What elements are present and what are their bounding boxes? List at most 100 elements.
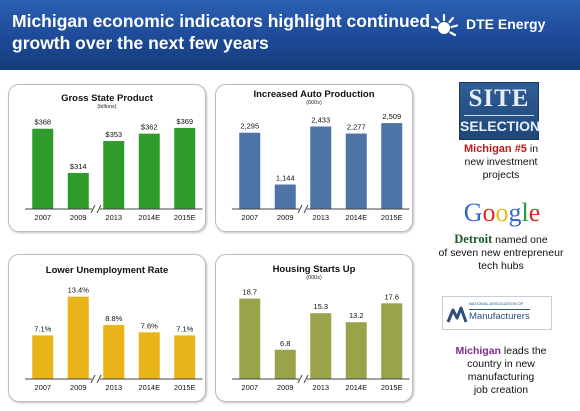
fact-text: job creation xyxy=(473,384,529,396)
chart-data-label: 2,277 xyxy=(347,123,366,132)
chart-data-label: 7.1% xyxy=(34,324,51,333)
chart-tick-label: 2015E xyxy=(174,383,196,392)
chart-housing-starts: 18.7 2007 6.8 2009 15.3 2013 13.2 2014E 17.6 2015… xyxy=(232,288,410,392)
fact-text: in xyxy=(526,143,539,155)
chart-bar xyxy=(103,324,125,379)
fact-highlight: Michigan #5 xyxy=(463,143,527,155)
fact-text: new investment xyxy=(464,156,538,168)
google-logo-letter: o xyxy=(482,198,496,227)
chart-bar xyxy=(381,303,403,379)
dte-energy-logo-text: DTE Energy xyxy=(466,16,546,32)
dte-sunburst-icon xyxy=(430,13,459,37)
chart-title: Housing Starts Up xyxy=(272,264,356,275)
chart-panel-auto-production: Increased Auto Production (000s) 2,295 20… xyxy=(215,84,413,232)
chart-data-label: 2,509 xyxy=(382,112,401,121)
chart-title: Increased Auto Production xyxy=(253,89,375,100)
chart-subtitle: (000s) xyxy=(306,275,322,281)
chart-axis-break xyxy=(297,374,309,384)
fact-manufacturing-jobs: Michigan leads the country in new manufa… xyxy=(422,345,580,397)
page-title: Michigan economic indicators highlight c… xyxy=(12,11,431,53)
chart-tick-label: 2014E xyxy=(345,213,367,222)
chart-bar xyxy=(67,172,89,209)
chart-data-label: 8.8% xyxy=(105,314,122,323)
chart-tick-label: 2007 xyxy=(241,213,258,222)
chart-bar xyxy=(345,133,367,209)
site-selection-logo-top: SITE xyxy=(468,85,530,112)
chart-bar xyxy=(103,141,125,209)
chart-gross-state-product: $368 2007 $314 2009 $353 2013 $362 2014E $369 201… xyxy=(25,117,203,222)
chart-bar xyxy=(310,126,332,209)
chart-tick-label: 2007 xyxy=(34,383,51,392)
chart-bar xyxy=(138,133,160,209)
fact-text: named one xyxy=(492,234,548,246)
chart-data-label: 18.7 xyxy=(242,288,257,297)
chart-tick-label: 2009 xyxy=(70,383,87,392)
chart-bar xyxy=(138,332,160,379)
chart-tick-label: 2007 xyxy=(241,383,258,392)
site-selection-logo-bottom: SELECTION xyxy=(460,118,541,134)
site-selection-divider xyxy=(464,115,534,116)
chart-axis-break xyxy=(90,204,102,214)
chart-data-label: $353 xyxy=(105,130,122,139)
chart-axis-break xyxy=(90,374,102,384)
chart-unemployment: 7.1% 2007 13.4% 2009 8.8% 2013 7.6% 2014E 7.1% 20… xyxy=(25,286,203,392)
right-column-facts: SITE SELECTION Michigan #5 in new invest… xyxy=(422,78,580,411)
fact-highlight: Michigan xyxy=(455,345,501,357)
fact-text: tech hubs xyxy=(478,260,524,272)
chart-tick-label: 2009 xyxy=(70,213,87,222)
chart-bar xyxy=(381,123,403,209)
fact-text: leads the xyxy=(500,345,547,357)
chart-data-label: $314 xyxy=(70,162,87,171)
chart-title: Gross State Product xyxy=(61,93,153,104)
chart-bar xyxy=(274,349,296,379)
nam-logo: NATIONAL ASSOCIATION OF Manufacturers xyxy=(442,296,552,330)
chart-data-label: 13.4% xyxy=(68,286,90,295)
chart-bar xyxy=(310,313,332,379)
dte-energy-logo: DTE Energy xyxy=(430,12,575,42)
nam-mark-icon xyxy=(446,306,468,323)
chart-bar xyxy=(32,128,54,209)
chart-tick-label: 2013 xyxy=(105,383,122,392)
fact-text: of seven new entrepreneur xyxy=(438,247,564,259)
chart-bar xyxy=(274,184,296,209)
chart-tick-label: 2009 xyxy=(277,213,294,222)
chart-bar xyxy=(32,335,54,379)
detroit-wordmark: Detroit xyxy=(454,232,493,246)
chart-data-label: 13.2 xyxy=(349,311,364,320)
site-selection-logo: SITE SELECTION xyxy=(459,82,541,140)
chart-data-label: 6.8 xyxy=(280,339,290,348)
chart-bar xyxy=(345,322,367,379)
header-banner: Michigan economic indicators highlight c… xyxy=(0,0,580,70)
chart-data-label: $369 xyxy=(176,117,193,126)
google-logo-letter: g xyxy=(508,198,522,227)
chart-data-label: $362 xyxy=(141,123,158,132)
chart-data-label: 7.1% xyxy=(176,324,193,333)
chart-tick-label: 2013 xyxy=(312,213,329,222)
chart-tick-label: 2009 xyxy=(277,383,294,392)
chart-data-label: 2,433 xyxy=(311,116,330,125)
chart-data-label: $368 xyxy=(34,118,51,127)
chart-tick-label: 2014E xyxy=(345,383,367,392)
google-logo-letter: e xyxy=(528,198,541,227)
chart-tick-label: 2013 xyxy=(105,213,122,222)
chart-tick-label: 2013 xyxy=(312,383,329,392)
chart-tick-label: 2007 xyxy=(34,213,51,222)
google-logo-letter: o xyxy=(495,198,509,227)
fact-investment-projects: Michigan #5 in new investment projects xyxy=(422,143,580,182)
chart-subtitle: (000s) xyxy=(306,100,322,106)
fact-tech-hubs: Detroit named one of seven new entrepren… xyxy=(422,233,580,273)
chart-tick-label: 2014E xyxy=(138,383,160,392)
google-logo-letter: G xyxy=(463,198,483,227)
chart-bar xyxy=(239,298,261,379)
chart-panel-housing-starts: Housing Starts Up (000s) 18.7 2007 6.8 2009… xyxy=(215,254,413,402)
chart-tick-label: 2015E xyxy=(381,383,403,392)
chart-auto-production: 2,295 2007 1,144 2009 2,433 2013 2,277 2014E 2,5… xyxy=(232,112,410,222)
chart-tick-label: 2014E xyxy=(138,213,160,222)
nam-logo-big-text: Manufacturers xyxy=(469,309,530,322)
google-logo: Google xyxy=(442,198,562,228)
fact-text: manufacturing xyxy=(467,371,535,383)
google-logo-letter: l xyxy=(521,198,529,227)
fact-text: country in new xyxy=(467,358,535,370)
chart-data-label: 1,144 xyxy=(276,174,295,183)
chart-tick-label: 2015E xyxy=(381,213,403,222)
